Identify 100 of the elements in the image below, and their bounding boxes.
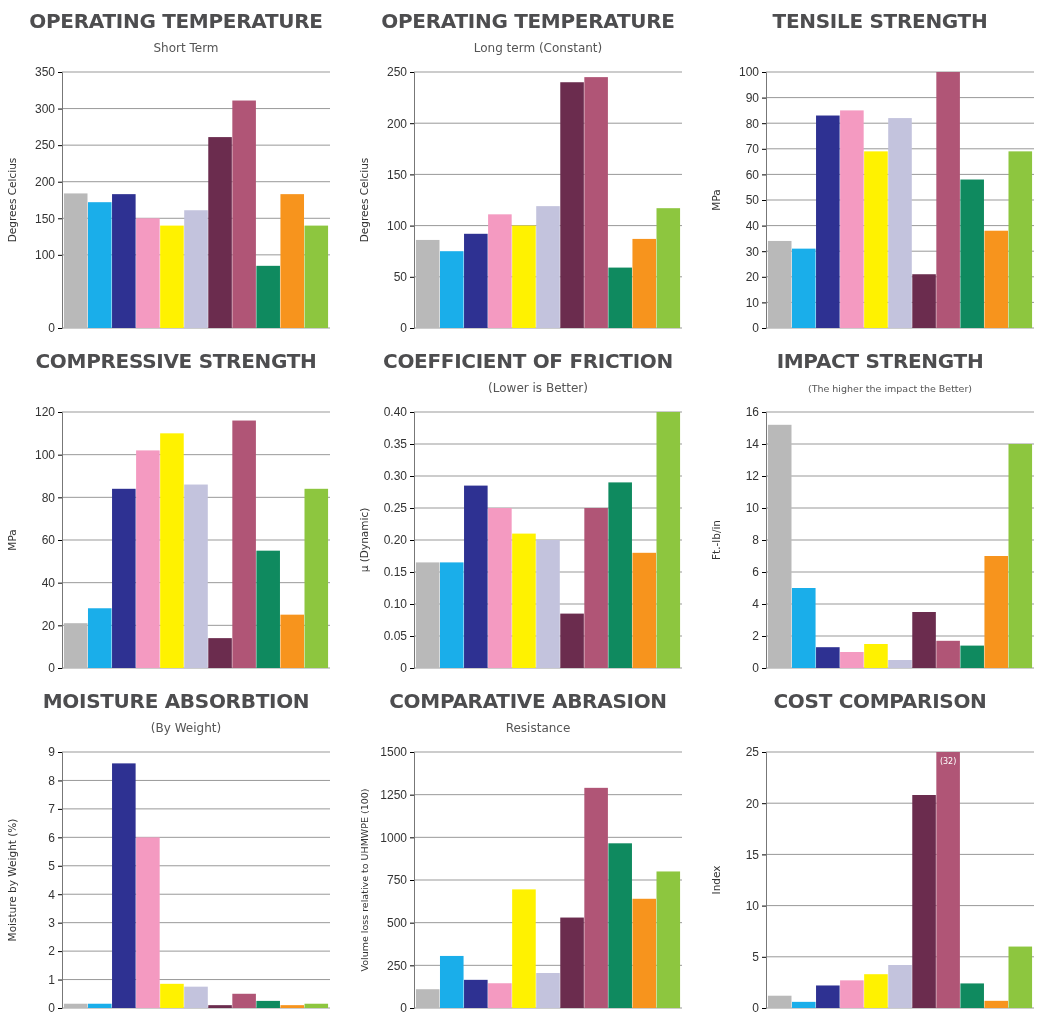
annotation: (32) [939, 757, 957, 766]
bar [87, 608, 112, 668]
bar [984, 1000, 1009, 1008]
bar [584, 77, 608, 328]
y-tick-label: 0.20 [383, 533, 408, 548]
y-tick-label: 8 [752, 533, 760, 548]
bar [840, 652, 864, 668]
bar [208, 137, 232, 328]
bar [536, 973, 560, 1008]
bar [1008, 946, 1033, 1008]
y-tick-label: 5 [48, 859, 56, 874]
chart-title: MOISTURE ABSORBTION [42, 689, 310, 713]
y-tick-label: 100 [34, 248, 56, 263]
y-tick-label: 50 [393, 270, 408, 285]
bar [512, 533, 536, 668]
bar [415, 562, 440, 668]
y-tick-label: 0 [752, 661, 760, 676]
bar [632, 898, 657, 1008]
bar [415, 239, 440, 328]
bar [464, 233, 488, 328]
y-tick-label: 80 [745, 116, 760, 131]
chart-subtitle: (The higher the impact the Better) [807, 383, 973, 394]
y-axis-title: MPa [6, 529, 18, 551]
bar [984, 556, 1009, 668]
bar [304, 488, 329, 668]
chart-title: COMPRESSIVE STRENGTH [35, 349, 317, 373]
y-tick-label: 0 [48, 321, 56, 336]
y-tick-label: 0 [752, 1001, 760, 1016]
y-axis-title: Degrees Celcius [6, 157, 18, 243]
y-tick-label: 10 [745, 501, 760, 516]
chart-title: COEFFICIENT OF FRICTION [383, 349, 673, 373]
y-axis-title: μ (Dynamic) [358, 507, 370, 573]
y-tick-label: 9 [48, 745, 56, 760]
bar [584, 508, 608, 668]
y-tick-label: 300 [34, 101, 56, 116]
y-tick-label: 70 [745, 142, 760, 157]
y-tick-label: 1500 [380, 745, 408, 760]
chart-subtitle: (By Weight) [150, 721, 222, 735]
bar [439, 251, 464, 328]
y-tick-label: 50 [745, 193, 760, 208]
bar [632, 552, 657, 668]
y-tick-label: 6 [752, 565, 760, 580]
chart-title: COST COMPARISON [773, 689, 987, 713]
chart-title: IMPACT STRENGTH [776, 349, 984, 373]
y-tick-label: 100 [386, 218, 408, 233]
y-tick-label: 750 [386, 873, 408, 888]
y-tick-label: 40 [745, 218, 760, 233]
chart-title: COMPARATIVE ABRASION [389, 689, 667, 713]
bar [816, 115, 840, 328]
y-tick-label: 80 [41, 490, 56, 505]
bar [656, 871, 681, 1008]
y-tick-label: 3 [48, 916, 56, 931]
bar [208, 638, 232, 668]
bar [256, 265, 280, 328]
y-tick-label: 40 [41, 576, 56, 591]
y-tick-label: 2 [752, 629, 760, 644]
bar [888, 118, 912, 328]
bar [888, 964, 912, 1008]
bar [560, 917, 584, 1008]
bar [280, 614, 305, 668]
bar [464, 979, 488, 1008]
bar [864, 974, 888, 1008]
y-tick-label: 0 [48, 1001, 56, 1016]
y-axis-title: Ft.-lb/in [710, 520, 722, 560]
y-tick-label: 60 [745, 167, 760, 182]
y-tick-label: 0.35 [383, 437, 408, 452]
bar [256, 550, 280, 668]
bar [304, 225, 329, 328]
bar [584, 787, 608, 1008]
y-tick-label: 20 [745, 796, 760, 811]
y-tick-label: 5 [752, 950, 760, 965]
bar [87, 202, 112, 328]
y-tick-label: 10 [745, 898, 760, 913]
y-tick-label: 15 [745, 847, 760, 862]
chart-title: OPERATING TEMPERATURE [29, 9, 323, 33]
bar [608, 843, 632, 1008]
y-tick-label: 150 [34, 211, 56, 226]
y-tick-label: 200 [34, 175, 56, 190]
bar [912, 274, 936, 328]
bar [464, 485, 488, 668]
y-tick-label: 150 [386, 167, 408, 182]
bar [256, 1000, 280, 1008]
bar [512, 889, 536, 1008]
bar [1008, 444, 1033, 668]
bar [864, 151, 888, 328]
chart-subtitle: Resistance [505, 721, 571, 735]
bar [536, 540, 560, 668]
y-tick-label: 1250 [380, 788, 408, 803]
bar [488, 508, 512, 668]
bar [791, 248, 816, 328]
bar [791, 1001, 816, 1008]
y-axis-title: MPa [710, 189, 722, 211]
y-axis-title: Index [710, 865, 722, 895]
bar [136, 450, 160, 668]
bar [232, 100, 256, 328]
bar [512, 225, 536, 328]
y-tick-label: 20 [41, 618, 56, 633]
y-tick-label: 7 [48, 802, 56, 817]
y-axis-title: Degrees Celcius [358, 157, 370, 243]
bar [136, 837, 160, 1008]
